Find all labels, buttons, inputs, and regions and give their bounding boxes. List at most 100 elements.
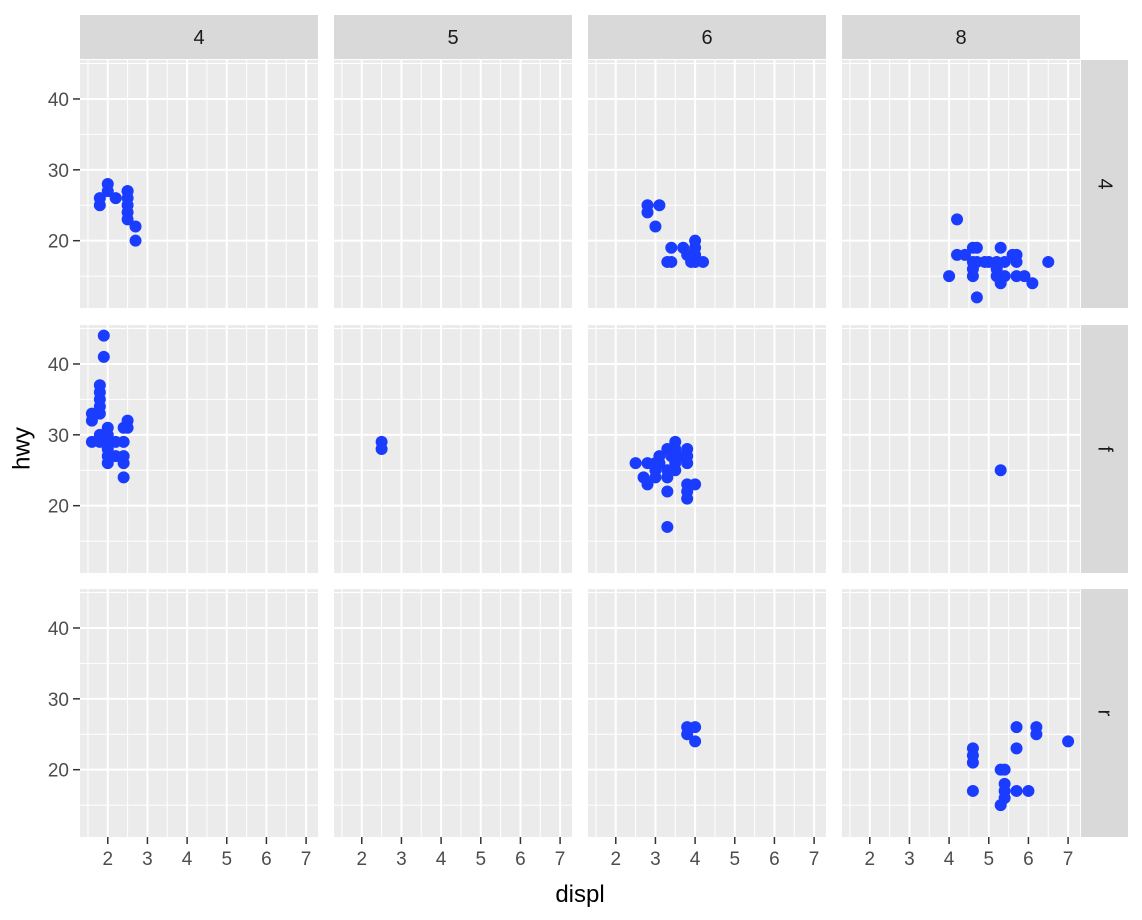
data-point [970, 241, 983, 254]
data-point [1010, 721, 1023, 734]
data-point [97, 350, 110, 363]
x-tick-label: 5 [983, 849, 994, 870]
column-strip [334, 15, 572, 59]
data-point [951, 213, 964, 226]
data-point [681, 728, 694, 741]
facet-panel [80, 589, 318, 837]
x-tick-label: 5 [221, 849, 232, 870]
data-point [990, 255, 1003, 268]
facet-panel [588, 325, 826, 573]
data-point [958, 248, 971, 261]
data-point [689, 721, 702, 734]
x-tick-label: 7 [809, 849, 820, 870]
facet-panel [334, 589, 572, 837]
panel-background [842, 60, 1080, 308]
data-point [661, 471, 674, 484]
data-point [653, 199, 666, 212]
data-point [1022, 784, 1035, 797]
x-tick-label: 6 [1023, 849, 1034, 870]
x-tick-label: 2 [356, 849, 367, 870]
data-point [117, 471, 130, 484]
x-tick-label: 3 [396, 849, 407, 870]
data-point [697, 255, 710, 268]
x-tick-label: 6 [515, 849, 526, 870]
facet-panel [588, 60, 826, 308]
data-point [1030, 728, 1043, 741]
row-strip-label: r [1094, 710, 1116, 717]
data-point [966, 270, 979, 283]
y-tick-label: 40 [48, 355, 69, 376]
panel-background [80, 60, 318, 308]
data-point [1018, 270, 1031, 283]
data-point [966, 784, 979, 797]
data-point [943, 270, 956, 283]
data-point [97, 329, 110, 342]
x-tick-label: 4 [182, 849, 193, 870]
data-point [121, 185, 134, 198]
data-point [1042, 255, 1055, 268]
data-point [649, 220, 662, 233]
data-point [665, 241, 678, 254]
panel-background [842, 589, 1080, 837]
row-strip [1081, 325, 1128, 573]
x-tick-label: 4 [944, 849, 955, 870]
x-tick-label: 3 [904, 849, 915, 870]
x-tick-label: 6 [769, 849, 780, 870]
facet-panel [80, 325, 318, 573]
data-point [1010, 742, 1023, 755]
y-tick-label: 40 [48, 90, 69, 111]
x-tick-label: 4 [436, 849, 447, 870]
data-point [653, 457, 666, 470]
data-point [93, 407, 106, 420]
panel-background [334, 60, 572, 308]
x-tick-label: 7 [301, 849, 312, 870]
y-tick-label: 30 [48, 690, 69, 711]
x-tick-label: 5 [729, 849, 740, 870]
data-point [685, 255, 698, 268]
x-axis-title: displ [555, 881, 604, 908]
y-tick-label: 30 [48, 161, 69, 182]
x-tick-label: 6 [261, 849, 272, 870]
panel-background [588, 589, 826, 837]
facet-panel [334, 60, 572, 308]
facet-panel [842, 325, 1080, 573]
column-strip-label: 6 [701, 27, 712, 49]
column-strip [842, 15, 1080, 59]
row-strip [1081, 60, 1128, 308]
data-point [117, 435, 130, 448]
data-point [101, 185, 114, 198]
facet-panel [80, 60, 318, 308]
data-point [121, 213, 134, 226]
data-point [629, 457, 642, 470]
data-point [970, 291, 983, 304]
data-point [375, 443, 388, 455]
data-point [994, 799, 1007, 812]
data-point [966, 756, 979, 769]
data-point [994, 241, 1007, 254]
data-point [661, 485, 674, 498]
column-strip [80, 15, 318, 59]
panel-background [588, 325, 826, 573]
data-point [117, 457, 130, 470]
data-point [101, 457, 114, 470]
x-tick-label: 2 [864, 849, 875, 870]
y-tick-label: 20 [48, 232, 69, 253]
panel-background [588, 60, 826, 308]
x-tick-label: 3 [650, 849, 661, 870]
y-tick-label: 40 [48, 619, 69, 640]
data-point [129, 220, 142, 233]
x-tick-label: 2 [610, 849, 621, 870]
x-tick-label: 4 [690, 849, 701, 870]
column-strip [588, 15, 826, 59]
data-point [129, 234, 142, 247]
column-strip-label: 8 [955, 27, 966, 49]
data-point [1010, 784, 1023, 797]
data-point [681, 457, 694, 470]
x-tick-label: 3 [142, 849, 153, 870]
facet-panel [842, 589, 1080, 837]
x-tick-label: 7 [555, 849, 566, 870]
data-point [998, 763, 1011, 776]
data-point [641, 206, 654, 219]
data-point [661, 520, 674, 533]
